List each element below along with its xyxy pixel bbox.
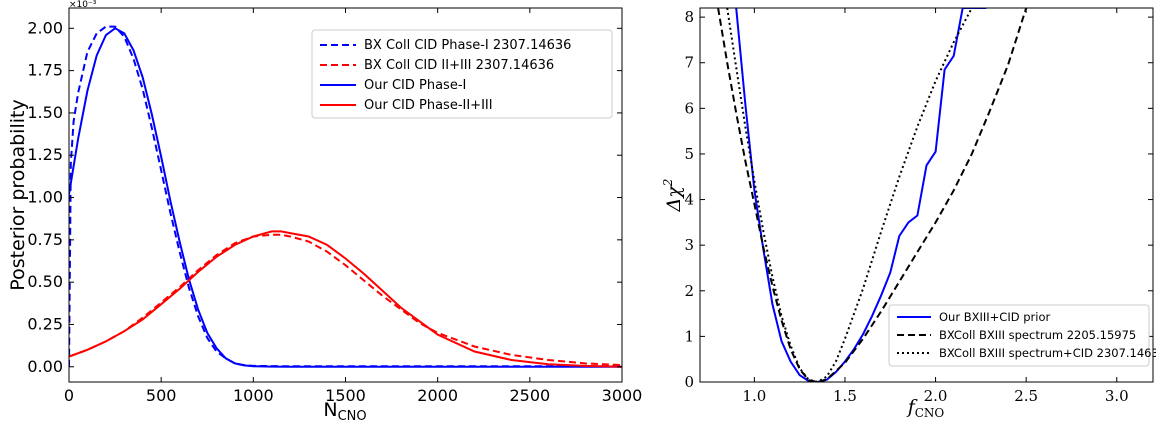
series-line-1 [735,8,987,382]
legend-label: Our CID Phase-II+III [364,98,493,113]
x-tick-label: 1000 [233,386,274,405]
legend-label: Our CID Phase-I [364,78,466,93]
series-line-3 [726,8,973,382]
y-tick-label: 3 [684,236,694,254]
series-line-1 [69,25,622,368]
legend-label: Our BXIII+CID prior [939,310,1050,324]
legend-label: BX Coll CID II+III 2307.14636 [364,58,554,73]
series-line-2 [717,8,1028,382]
x-tick-label: 500 [146,386,177,405]
legend-frame [888,304,1150,367]
y-tick-label: 0.75 [27,230,63,249]
right-series-layer [717,8,1028,382]
x-tick-label: 1.5 [833,387,857,405]
y-tick-label: 1.00 [27,188,63,207]
left-series-layer [69,25,622,368]
right-ticks: 1.0 1.5 2.0 2.5 3.0 0 1 2 3 4 5 6 7 8 [684,8,1153,405]
right-plot-frame [699,7,1154,383]
right-y-axis-label: Δχ2 [661,179,685,213]
y-tick-label: 0.50 [27,272,63,291]
series-line-4 [69,230,622,368]
x-tick-label: 2.5 [1014,387,1038,405]
chart-delta-chi2: 1.0 1.5 2.0 2.5 3.0 0 1 2 3 4 5 6 7 8 fCNO Δχ2 Our BX… [661,7,1156,420]
y-tick-label: 0 [684,373,694,391]
right-x-axis-label: fCNO [906,396,945,420]
x-tick-label: 1.0 [742,387,766,405]
legend-label: BXColl BXIII spectrum+CID 2307.14636 [939,346,1156,360]
y-tick-label: 1.50 [27,103,63,122]
x-tick-label: 3.0 [1105,387,1129,405]
right-legend: Our BXIII+CID prior BXColl BXIII spectrum… [888,304,1156,367]
y-tick-label: 2 [684,282,694,300]
y-tick-label: 7 [684,54,694,72]
x-tick-label: 2000 [417,386,458,405]
left-y-multiplier: ×10⁻³ [69,0,97,10]
y-tick-label: 6 [684,99,694,117]
legend-frame [311,29,613,119]
y-tick-label: 1.75 [27,61,63,80]
x-tick-label: 0 [64,386,74,405]
x-tick-label: 3000 [602,386,643,405]
y-tick-label: 0.00 [27,357,63,376]
y-tick-label: 5 [684,145,694,163]
series-line-3 [69,27,622,368]
series-line-2 [69,233,622,367]
legend-label: BXColl BXIII spectrum 2205.15975 [939,328,1136,342]
y-tick-label: 1 [684,327,694,345]
left-ticks: 0 500 1000 1500 2000 2500 3000 0.00 0.25 0.50 0.75… [27,8,642,405]
x-tick-label: 2.0 [924,387,948,405]
x-tick-label: 1500 [325,386,366,405]
y-tick-label: 8 [684,8,694,26]
chart-posterior-probability: 0 500 1000 1500 2000 2500 3000 0.00 0.25 0.50 0.75… [7,0,642,423]
left-x-axis-label: NCNO [323,399,366,423]
y-tick-label: 1.25 [27,145,63,164]
left-legend: BX Coll CID Phase-I 2307.14636 BX Coll CI… [311,29,613,119]
left-y-axis-label: Posterior probability [7,99,29,290]
y-tick-label: 4 [684,191,694,209]
y-tick-label: 0.25 [27,314,63,333]
x-tick-label: 2500 [509,386,550,405]
y-tick-label: 2.00 [27,18,63,37]
legend-label: BX Coll CID Phase-I 2307.14636 [364,38,571,53]
